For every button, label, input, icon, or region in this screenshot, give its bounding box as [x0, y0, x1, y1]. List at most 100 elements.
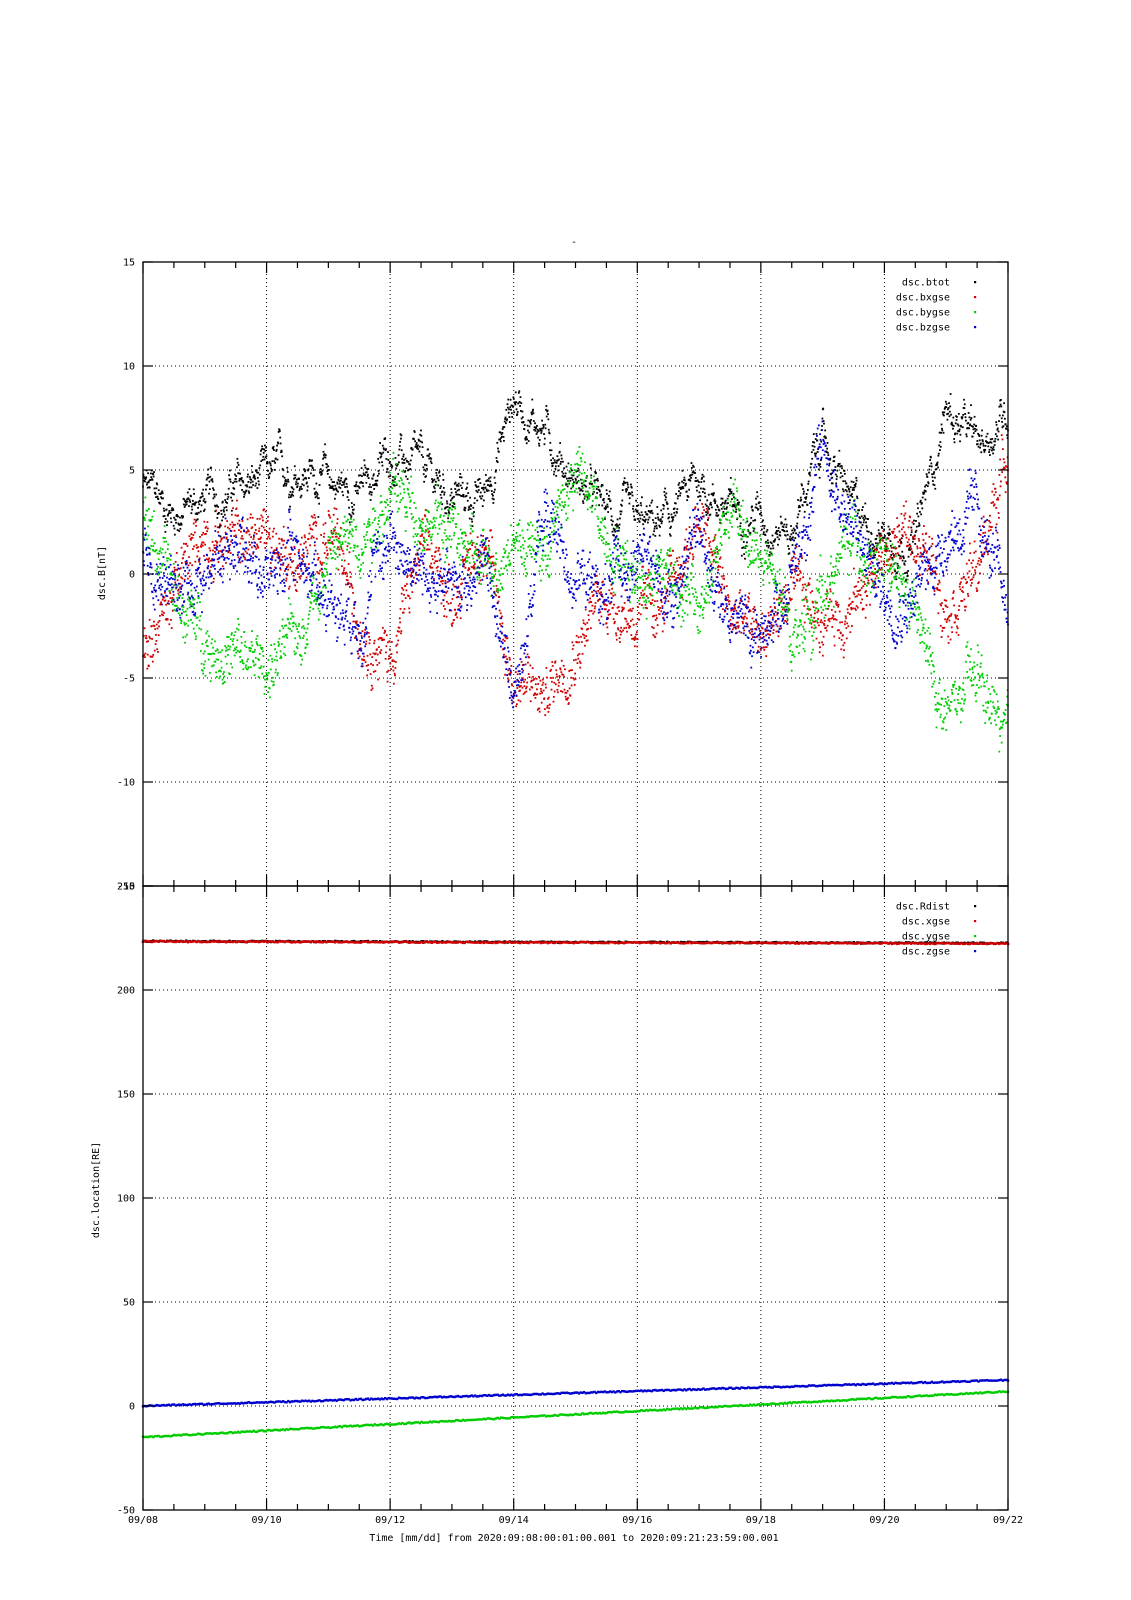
data-point — [366, 531, 369, 534]
data-point — [460, 487, 463, 489]
data-point — [510, 683, 513, 686]
data-point — [457, 485, 460, 487]
data-point — [877, 551, 880, 554]
data-point — [673, 507, 676, 510]
data-point — [948, 402, 950, 405]
data-point — [855, 476, 858, 479]
data-point — [405, 583, 408, 585]
data-point — [411, 591, 414, 593]
data-point — [578, 493, 581, 496]
data-point — [310, 602, 313, 605]
data-point — [291, 622, 294, 625]
data-point — [761, 520, 764, 523]
data-point — [762, 519, 764, 522]
data-point — [675, 577, 678, 580]
data-point — [794, 584, 797, 587]
data-point — [586, 639, 589, 642]
data-point — [203, 667, 206, 669]
data-point — [961, 416, 964, 419]
data-point — [570, 487, 573, 490]
data-point — [412, 571, 415, 573]
data-point — [710, 563, 713, 566]
data-point — [363, 655, 365, 658]
data-point — [889, 556, 892, 558]
data-point — [444, 512, 447, 515]
data-point — [378, 461, 381, 464]
data-point — [874, 568, 877, 570]
data-point — [334, 484, 337, 487]
data-point — [818, 476, 821, 479]
data-point — [843, 472, 846, 475]
data-point — [252, 536, 255, 538]
data-point — [165, 566, 168, 569]
data-point — [402, 588, 405, 591]
data-point — [665, 501, 668, 504]
data-point — [311, 535, 313, 538]
data-point — [444, 507, 446, 510]
data-point — [651, 512, 654, 515]
data-point — [676, 581, 679, 584]
data-point — [256, 517, 259, 520]
data-point — [399, 440, 402, 443]
data-point — [608, 589, 611, 592]
data-point — [590, 609, 593, 612]
data-point — [646, 607, 648, 610]
data-point — [433, 487, 436, 490]
data-point — [310, 537, 313, 540]
data-point — [939, 445, 942, 448]
data-point — [280, 655, 282, 658]
data-point — [953, 441, 956, 444]
data-point — [676, 511, 678, 514]
data-point — [532, 679, 535, 681]
data-point — [670, 525, 672, 528]
data-point — [225, 649, 227, 652]
data-point — [342, 522, 345, 525]
data-point — [375, 482, 378, 485]
data-point — [790, 533, 793, 536]
data-point — [346, 575, 348, 578]
data-point — [341, 541, 344, 544]
data-point — [988, 451, 991, 453]
data-point — [656, 513, 659, 516]
data-point — [332, 485, 334, 488]
data-point — [731, 608, 733, 611]
data-point — [357, 474, 360, 477]
data-point — [271, 660, 274, 663]
data-point — [212, 581, 215, 583]
data-point — [258, 517, 261, 520]
data-point — [424, 515, 427, 518]
data-point — [179, 527, 182, 530]
data-point — [990, 446, 992, 449]
data-point — [716, 504, 718, 507]
data-point — [952, 424, 955, 427]
data-point — [778, 596, 781, 599]
data-point — [489, 480, 492, 483]
data-point — [513, 411, 516, 414]
data-point — [244, 666, 247, 669]
data-point — [329, 536, 332, 539]
data-point — [564, 475, 567, 478]
data-point — [755, 497, 757, 500]
data-point — [306, 489, 309, 492]
data-point — [695, 480, 698, 482]
data-point — [887, 525, 890, 528]
data-point — [289, 553, 292, 555]
data-point — [947, 412, 950, 415]
data-point — [659, 581, 662, 584]
data-point — [773, 614, 776, 617]
data-point — [170, 571, 173, 574]
data-point — [601, 484, 604, 487]
data-point — [183, 505, 186, 508]
data-point — [670, 554, 672, 557]
data-point — [343, 569, 345, 572]
data-point — [268, 461, 271, 464]
data-point — [192, 548, 194, 550]
data-point — [881, 521, 884, 524]
data-point — [253, 531, 256, 534]
data-point — [284, 480, 287, 483]
data-point — [316, 553, 319, 555]
data-point — [760, 626, 763, 629]
data-point — [370, 491, 373, 494]
data-point — [822, 643, 825, 646]
data-point — [725, 512, 727, 515]
